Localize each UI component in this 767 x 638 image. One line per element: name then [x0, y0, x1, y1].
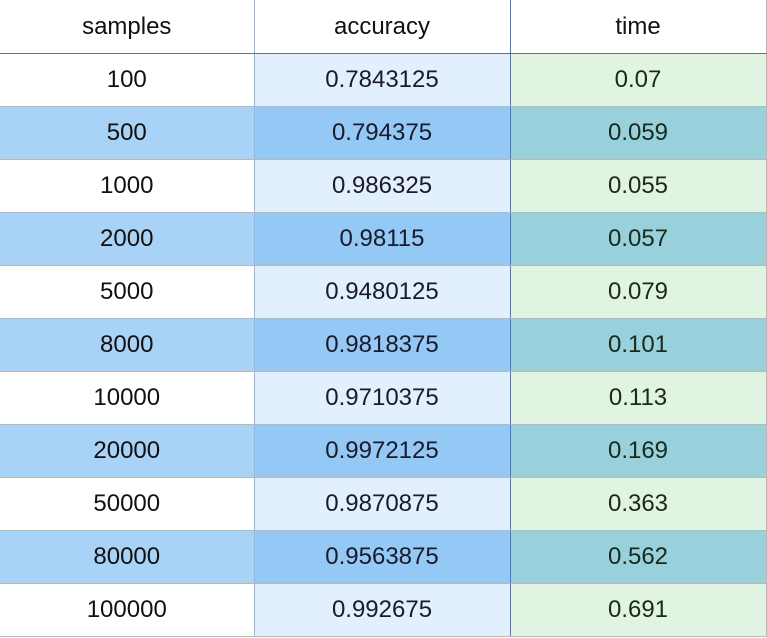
samples-cell: 80000 — [0, 530, 255, 584]
samples-cell: 5000 — [0, 265, 255, 319]
table-row: 10000 0.9710375 0.113 — [0, 371, 767, 425]
time-cell: 0.101 — [510, 318, 767, 372]
samples-cell: 50000 — [0, 477, 255, 531]
table-header: samples accuracy time — [0, 0, 767, 54]
samples-cell: 100 — [0, 53, 255, 107]
samples-cell: 20000 — [0, 424, 255, 478]
time-cell: 0.059 — [510, 106, 767, 160]
accuracy-cell: 0.794375 — [254, 106, 511, 160]
header-samples: samples — [0, 0, 255, 54]
samples-cell: 2000 — [0, 212, 255, 266]
time-cell: 0.363 — [510, 477, 767, 531]
samples-cell: 100000 — [0, 583, 255, 637]
accuracy-cell: 0.992675 — [254, 583, 511, 637]
table-row: 500 0.794375 0.059 — [0, 106, 767, 160]
time-cell: 0.07 — [510, 53, 767, 107]
time-cell: 0.691 — [510, 583, 767, 637]
table-row: 100000 0.992675 0.691 — [0, 583, 767, 637]
accuracy-cell: 0.9710375 — [254, 371, 511, 425]
accuracy-cell: 0.9480125 — [254, 265, 511, 319]
table-body: 100 0.7843125 0.07 500 0.794375 0.059 1000 0.98… — [0, 53, 767, 637]
accuracy-cell: 0.98115 — [254, 212, 511, 266]
table-row: 80000 0.9563875 0.562 — [0, 530, 767, 584]
table-row: 50000 0.9870875 0.363 — [0, 477, 767, 531]
time-cell: 0.057 — [510, 212, 767, 266]
accuracy-cell: 0.986325 — [254, 159, 511, 213]
time-cell: 0.169 — [510, 424, 767, 478]
header-accuracy: accuracy — [254, 0, 511, 54]
accuracy-cell: 0.9818375 — [254, 318, 511, 372]
samples-cell: 8000 — [0, 318, 255, 372]
table-row: 20000 0.9972125 0.169 — [0, 424, 767, 478]
table-row: 8000 0.9818375 0.101 — [0, 318, 767, 372]
table-row: 2000 0.98115 0.057 — [0, 212, 767, 266]
time-cell: 0.113 — [510, 371, 767, 425]
samples-cell: 1000 — [0, 159, 255, 213]
table-row: 100 0.7843125 0.07 — [0, 53, 767, 107]
header-time: time — [510, 0, 767, 54]
accuracy-cell: 0.9972125 — [254, 424, 511, 478]
time-cell: 0.079 — [510, 265, 767, 319]
accuracy-cell: 0.7843125 — [254, 53, 511, 107]
accuracy-cell: 0.9563875 — [254, 530, 511, 584]
table-row: 5000 0.9480125 0.079 — [0, 265, 767, 319]
table-row: 1000 0.986325 0.055 — [0, 159, 767, 213]
accuracy-cell: 0.9870875 — [254, 477, 511, 531]
samples-cell: 10000 — [0, 371, 255, 425]
header-row: samples accuracy time — [0, 0, 767, 54]
time-cell: 0.562 — [510, 530, 767, 584]
samples-cell: 500 — [0, 106, 255, 160]
time-cell: 0.055 — [510, 159, 767, 213]
